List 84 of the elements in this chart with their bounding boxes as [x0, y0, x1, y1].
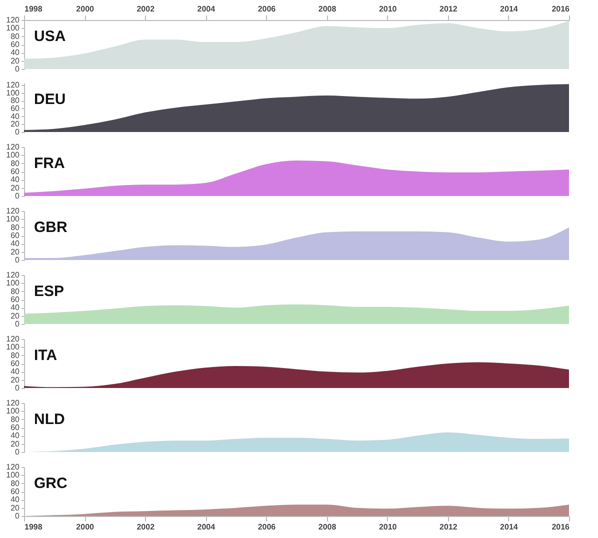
y-tick-label: 0 — [15, 128, 20, 136]
x-tick-label: 2006 — [258, 522, 276, 532]
y-tick-label: 80 — [10, 478, 20, 488]
y-tick-label: 120 — [6, 334, 20, 344]
x-tick-label: 2002 — [136, 522, 156, 532]
y-tick-label: 20 — [10, 375, 20, 384]
y-tick-label: 120 — [6, 16, 20, 24]
y-tick-label: 80 — [10, 32, 20, 41]
y-tick-label: 80 — [10, 96, 20, 106]
y-tick-label: 40 — [10, 303, 20, 312]
y-tick-label: 60 — [10, 487, 20, 496]
y-tick-label: 40 — [10, 112, 20, 121]
y-tick-label: 100 — [6, 406, 20, 416]
y-tick-label: 20 — [10, 183, 20, 192]
y-tick-label: 100 — [6, 470, 20, 480]
y-tick-label: 0 — [15, 384, 20, 392]
y-tick-label: 40 — [10, 239, 20, 248]
series-label: NLD — [34, 411, 65, 428]
y-tick-label: 0 — [15, 448, 20, 456]
x-tick-label: 2012 — [439, 4, 458, 14]
y-tick-label: 60 — [10, 167, 20, 176]
y-tick-label: 120 — [6, 80, 20, 90]
y-tick-label: 60 — [10, 359, 20, 368]
y-tick-label: 100 — [6, 150, 20, 160]
y-tick-label: 100 — [6, 214, 20, 224]
series-label: FRA — [34, 155, 65, 172]
y-tick-label: 80 — [10, 222, 20, 232]
y-tick-label: 120 — [6, 206, 20, 216]
y-tick-label: 100 — [6, 24, 20, 33]
y-tick-label: 20 — [10, 503, 20, 512]
y-tick-label: 120 — [6, 462, 20, 472]
y-tick-label: 20 — [10, 56, 20, 66]
series-label: ESP — [34, 283, 64, 300]
series-label: ITA — [34, 347, 58, 364]
y-tick-label: 60 — [10, 40, 20, 49]
y-tick-label: 60 — [10, 423, 20, 432]
x-tick-label: 2010 — [378, 4, 398, 14]
x-tick-label: 1998 — [24, 522, 43, 532]
y-tick-label: 100 — [6, 278, 20, 288]
y-tick-label: 20 — [10, 311, 20, 320]
y-tick-label: 100 — [6, 342, 20, 352]
x-tick-label: 2000 — [76, 522, 95, 532]
y-tick-label: 60 — [10, 231, 20, 240]
y-tick-label: 60 — [10, 104, 20, 113]
x-tick-label: 2006 — [258, 4, 276, 14]
x-tick-label: 2010 — [378, 522, 398, 532]
y-tick-label: 120 — [6, 398, 20, 408]
y-tick-label: 0 — [15, 64, 20, 74]
y-tick-label: 80 — [10, 158, 20, 168]
y-tick-label: 20 — [10, 439, 20, 448]
x-tick-label: 2000 — [76, 4, 95, 14]
series-label: USA — [34, 28, 66, 45]
x-tick-label: 2002 — [136, 4, 156, 14]
y-tick-label: 40 — [10, 431, 20, 440]
y-tick-label: 40 — [10, 175, 20, 184]
y-tick-label: 0 — [15, 192, 20, 200]
y-tick-label: 120 — [6, 142, 20, 152]
y-tick-label: 0 — [15, 512, 20, 520]
x-tick-label: 2016 — [552, 4, 570, 14]
x-tick-label: 2008 — [318, 4, 337, 14]
x-tick-label: 2014 — [500, 522, 518, 532]
y-tick-label: 20 — [10, 120, 20, 129]
y-tick-label: 40 — [10, 367, 20, 376]
y-tick-label: 80 — [10, 350, 20, 360]
y-tick-label: 120 — [6, 270, 20, 280]
y-tick-label: 80 — [10, 286, 20, 296]
y-tick-label: 0 — [15, 256, 20, 264]
y-tick-label: 100 — [6, 88, 20, 98]
y-tick-label: 0 — [15, 320, 20, 328]
y-tick-label: 60 — [10, 295, 20, 304]
x-tick-label: 2004 — [197, 522, 216, 532]
y-tick-label: 20 — [10, 247, 20, 256]
y-tick-label: 40 — [10, 48, 20, 58]
x-tick-label: 2008 — [318, 522, 337, 532]
y-tick-label: 40 — [10, 495, 20, 504]
y-tick-label: 80 — [10, 414, 20, 424]
x-tick-label: 2012 — [439, 522, 458, 532]
series-label: DEU — [34, 91, 66, 108]
x-tick-label: 2014 — [500, 4, 518, 14]
series-label: GRC — [34, 475, 68, 492]
x-tick-label: 1998 — [24, 4, 43, 14]
series-label: GBR — [34, 219, 68, 236]
x-tick-label: 2016 — [552, 522, 570, 532]
x-tick-label: 2004 — [197, 4, 216, 14]
